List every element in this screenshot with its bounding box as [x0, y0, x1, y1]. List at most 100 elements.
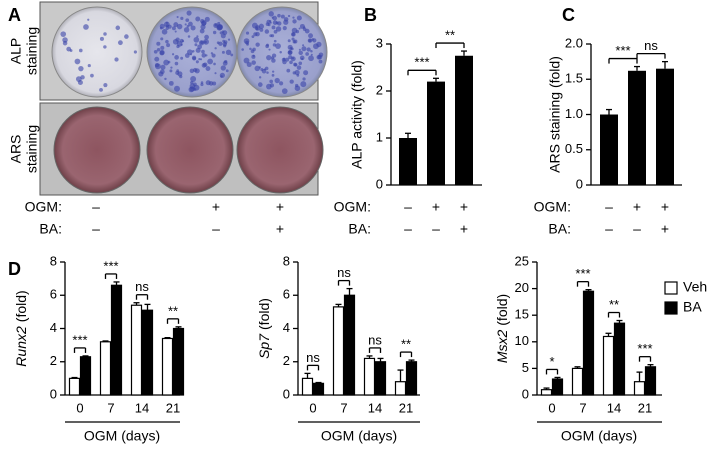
y-axis-label-gene: Sp7 [256, 333, 272, 359]
stain-spot [159, 50, 165, 56]
sig-label: ns [337, 265, 351, 280]
stain-spot [185, 18, 190, 23]
bar [374, 361, 387, 396]
stain-spot [195, 16, 201, 22]
condition-sign: + [661, 221, 669, 237]
stain-spot [176, 44, 180, 49]
stain-spot [176, 23, 183, 30]
condition-sign: – [92, 199, 100, 215]
y-tick-label: 6 [283, 287, 290, 302]
stain-spot [305, 52, 309, 56]
stain-spot [294, 69, 300, 76]
stain-spot [299, 55, 305, 61]
stain-spot [193, 36, 200, 43]
stain-spot [263, 68, 266, 71]
bar [427, 81, 445, 185]
stain-spot [291, 57, 295, 60]
stain-spot [189, 68, 195, 74]
row-label: ARS [8, 135, 24, 164]
stain-spot [166, 43, 171, 48]
row-label: ALP [8, 38, 24, 64]
stain-spot [277, 13, 281, 18]
stain-spot [87, 63, 91, 68]
x-tick-label: 21 [399, 400, 413, 415]
row-label: staining [24, 125, 40, 173]
stain-spot [180, 56, 184, 60]
well [236, 106, 324, 194]
stain-spot [220, 65, 226, 71]
stain-spot [196, 35, 199, 38]
stain-spot [304, 28, 310, 34]
x-tick-label: 7 [579, 400, 586, 415]
panel-label: D [8, 259, 21, 279]
stain-spot [316, 41, 322, 48]
sig-label: ** [445, 27, 455, 42]
stain-spot [308, 33, 313, 39]
condition-label: BA: [39, 221, 62, 237]
x-tick-label: 14 [368, 400, 382, 415]
y-axis-label: ALP activity (fold) [349, 60, 365, 169]
y-axis-label-gene: Msx2 [494, 330, 510, 364]
stain-spot [230, 53, 234, 57]
stain-spot [303, 70, 309, 76]
stain-spot [270, 56, 275, 60]
stain-spot [272, 70, 275, 73]
x-tick-label: 0 [309, 400, 316, 415]
stain-spot [201, 53, 207, 58]
bar [405, 361, 418, 396]
bar [540, 389, 553, 396]
bar [656, 68, 674, 185]
y-axis-label-gene: Runx2 [13, 326, 29, 367]
stain-spot [281, 88, 288, 94]
stain-spot [275, 26, 282, 32]
y-axis-label-unit: (fold) [494, 294, 510, 326]
x-axis-label: OGM (days) [321, 428, 397, 444]
y-tick-label: 1.5 [565, 71, 583, 86]
sig-label: *** [103, 258, 118, 273]
stain-spot [224, 60, 228, 64]
stain-spot [287, 39, 291, 43]
stain-spot [159, 23, 165, 29]
stain-spot [273, 39, 277, 43]
bar [172, 327, 185, 396]
stain-spot [298, 50, 303, 56]
stain-spot [302, 77, 306, 81]
stain-spot [153, 49, 158, 54]
stain-spot [214, 72, 217, 75]
stain-spot [225, 69, 229, 73]
stain-spot [205, 66, 211, 72]
stain-spot [266, 71, 269, 74]
stain-spot [133, 50, 137, 54]
x-tick-label: 21 [638, 400, 652, 415]
stain-spot [212, 30, 217, 35]
stain-spot [298, 27, 301, 30]
bar [312, 382, 325, 396]
stain-spot [115, 25, 121, 31]
stain-spot [78, 48, 83, 53]
stain-spot [223, 44, 227, 48]
stain-spot [292, 19, 297, 24]
stain-spot [318, 52, 324, 58]
stain-spot [156, 47, 161, 52]
sig-label: ns [368, 332, 382, 347]
stain-spot [272, 15, 278, 21]
sig-label: ns [135, 279, 149, 294]
bar [110, 284, 123, 396]
condition-label: OGM: [534, 199, 571, 215]
condition-sign: – [212, 221, 220, 237]
condition-sign: + [633, 199, 641, 215]
stain-spot [207, 58, 214, 65]
stain-spot [258, 23, 265, 29]
stain-spot [165, 39, 169, 44]
stain-spot [187, 35, 191, 38]
y-tick-label: 0.5 [565, 141, 583, 156]
bar [399, 138, 417, 185]
stain-spot [174, 61, 179, 66]
stain-spot [299, 23, 305, 29]
stain-spot [257, 82, 263, 87]
stain-spot [266, 55, 272, 61]
stain-spot [251, 35, 255, 39]
stain-spot [258, 76, 262, 79]
y-tick-label: 0 [50, 386, 57, 401]
panel-label: B [364, 5, 377, 25]
